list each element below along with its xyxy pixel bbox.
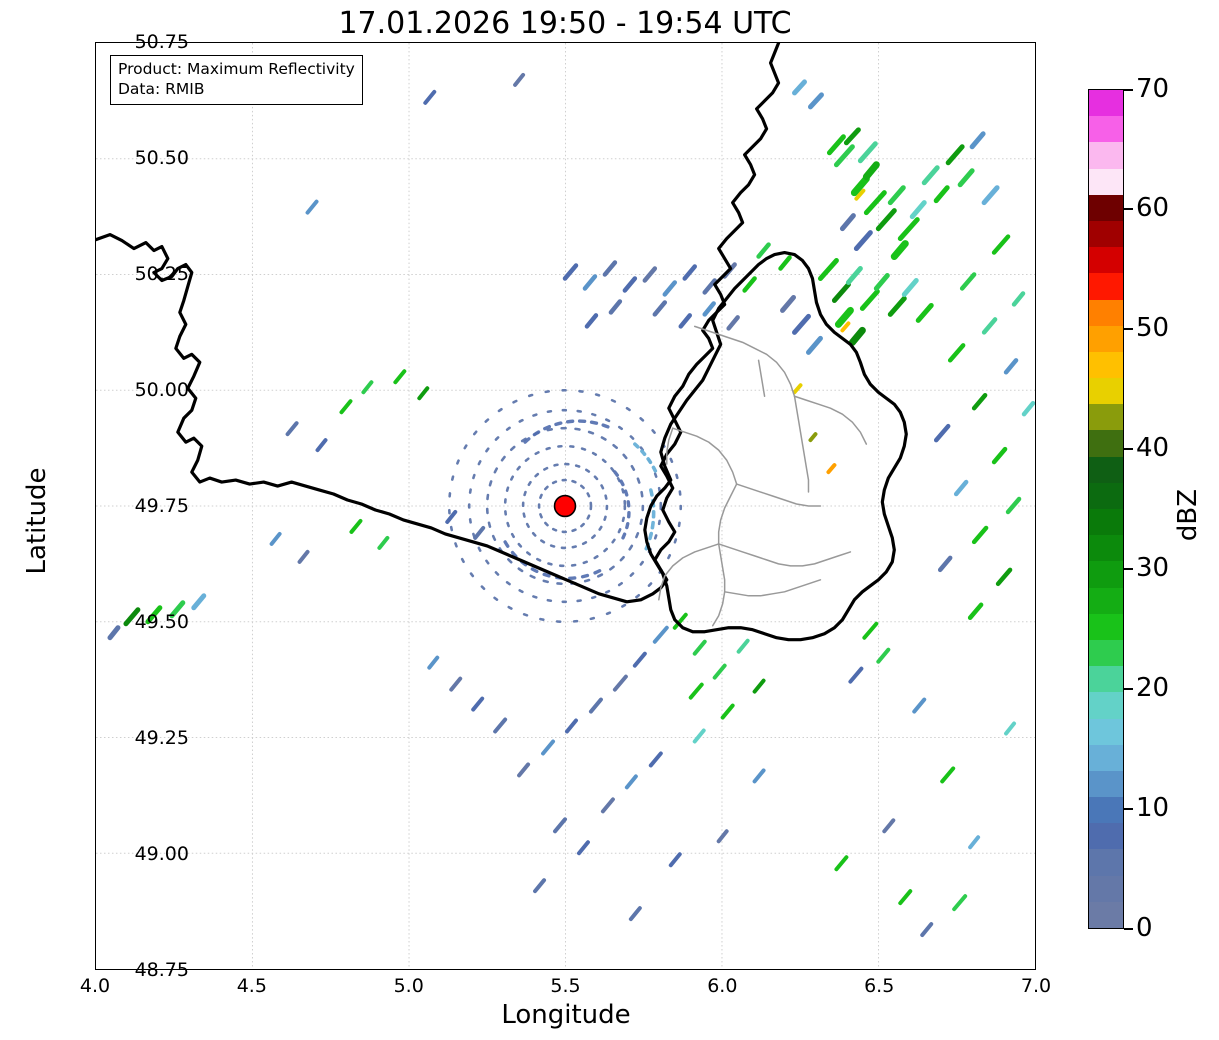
ytick-label-50-00: 50.00 <box>134 379 189 401</box>
xtick-label-4-0: 4.0 <box>79 975 111 997</box>
cbar-tick-label-10: 10 <box>1136 793 1170 823</box>
colorbar-band <box>1089 430 1123 457</box>
info-data-line: Data: RMIB <box>118 80 205 99</box>
xtick-label-6-5: 6.5 <box>864 975 895 997</box>
radar-echo-layer <box>107 72 1035 938</box>
ytick-label-49-50: 49.50 <box>134 611 189 633</box>
cbar-tick-mark-10 <box>1124 808 1133 810</box>
colorbar-band <box>1089 849 1123 876</box>
cbar-tick-mark-70 <box>1124 89 1133 91</box>
cbar-tick-label-20: 20 <box>1136 673 1170 703</box>
cbar-tick-mark-50 <box>1124 328 1133 330</box>
colorbar-band <box>1089 273 1123 300</box>
cbar-tick-mark-20 <box>1124 688 1133 690</box>
colorbar-band <box>1089 509 1123 536</box>
colorbar-band <box>1089 561 1123 588</box>
xtick-label-5-0: 5.0 <box>393 975 424 997</box>
xtick-label-6-0: 6.0 <box>707 975 738 997</box>
colorbar-band <box>1089 535 1123 562</box>
ytick-label-48-75: 48.75 <box>134 959 189 981</box>
page-title: 17.01.2026 19:50 - 19:54 UTC <box>338 6 792 41</box>
xtick-label-7-0: 7.0 <box>1020 975 1052 997</box>
cbar-tick-mark-0 <box>1124 928 1133 930</box>
cbar-tick-label-60: 60 <box>1136 193 1170 223</box>
colorbar-band <box>1089 613 1123 640</box>
colorbar-band <box>1089 639 1123 667</box>
ytick-label-50-50: 50.50 <box>134 147 189 169</box>
info-product-line: Product: Maximum Reflectivity <box>118 60 355 78</box>
colorbar[interactable] <box>1088 89 1124 929</box>
map-canvas <box>96 43 1035 969</box>
colorbar-band <box>1089 797 1123 824</box>
ytick-label-50-25: 50.25 <box>134 263 189 285</box>
colorbar-band <box>1089 142 1123 169</box>
colorbar-band <box>1089 692 1123 719</box>
luxembourg-border <box>643 250 908 642</box>
colorbar-band <box>1089 718 1123 745</box>
cbar-tick-label-40: 40 <box>1136 433 1170 463</box>
colorbar-band <box>1089 666 1123 693</box>
cbar-tick-label-0: 0 <box>1136 913 1153 943</box>
map-plot-area[interactable]: Product: Maximum Reflectivity Data: RMIB <box>95 42 1036 970</box>
xtick-label-4-5: 4.5 <box>236 975 267 997</box>
colorbar-band <box>1089 194 1123 221</box>
colorbar-band <box>1089 90 1123 117</box>
x-axis-label: Longitude <box>501 1000 631 1030</box>
colorbar-band <box>1089 351 1123 379</box>
colorbar-band <box>1089 823 1123 850</box>
colorbar-band <box>1089 378 1123 405</box>
info-legend-box: Product: Maximum Reflectivity Data: RMIB <box>110 55 363 105</box>
colorbar-band <box>1089 456 1123 483</box>
colorbar-band <box>1089 325 1123 352</box>
radar-site-marker[interactable] <box>553 494 577 518</box>
cbar-tick-label-30: 30 <box>1136 553 1170 583</box>
colorbar-band <box>1089 901 1123 928</box>
y-axis-label: Latitude <box>22 467 52 575</box>
ytick-label-49-25: 49.25 <box>134 727 189 749</box>
ytick-label-50-75: 50.75 <box>134 31 189 53</box>
colorbar-band <box>1089 220 1123 248</box>
colorbar-band <box>1089 247 1123 274</box>
cbar-tick-mark-30 <box>1124 568 1133 570</box>
colorbar-band <box>1089 116 1123 143</box>
colorbar-band <box>1089 299 1123 326</box>
ytick-label-49-75: 49.75 <box>134 495 189 517</box>
cbar-tick-label-50: 50 <box>1136 313 1170 343</box>
cbar-tick-label-70: 70 <box>1136 74 1170 104</box>
colorbar-band <box>1089 482 1123 509</box>
gridlines <box>96 43 1035 969</box>
ytick-label-49-00: 49.00 <box>134 843 189 865</box>
colorbar-unit-label: dBZ <box>1173 488 1203 542</box>
xtick-label-5-5: 5.5 <box>550 975 581 997</box>
region-borders <box>658 325 868 627</box>
colorbar-band <box>1089 744 1123 771</box>
colorbar-band <box>1089 770 1123 798</box>
colorbar-band <box>1089 587 1123 614</box>
cbar-tick-mark-60 <box>1124 208 1133 210</box>
colorbar-band <box>1089 168 1123 195</box>
cbar-tick-mark-40 <box>1124 448 1133 450</box>
country-borders <box>96 43 781 604</box>
colorbar-band <box>1089 404 1123 431</box>
colorbar-band <box>1089 875 1123 902</box>
